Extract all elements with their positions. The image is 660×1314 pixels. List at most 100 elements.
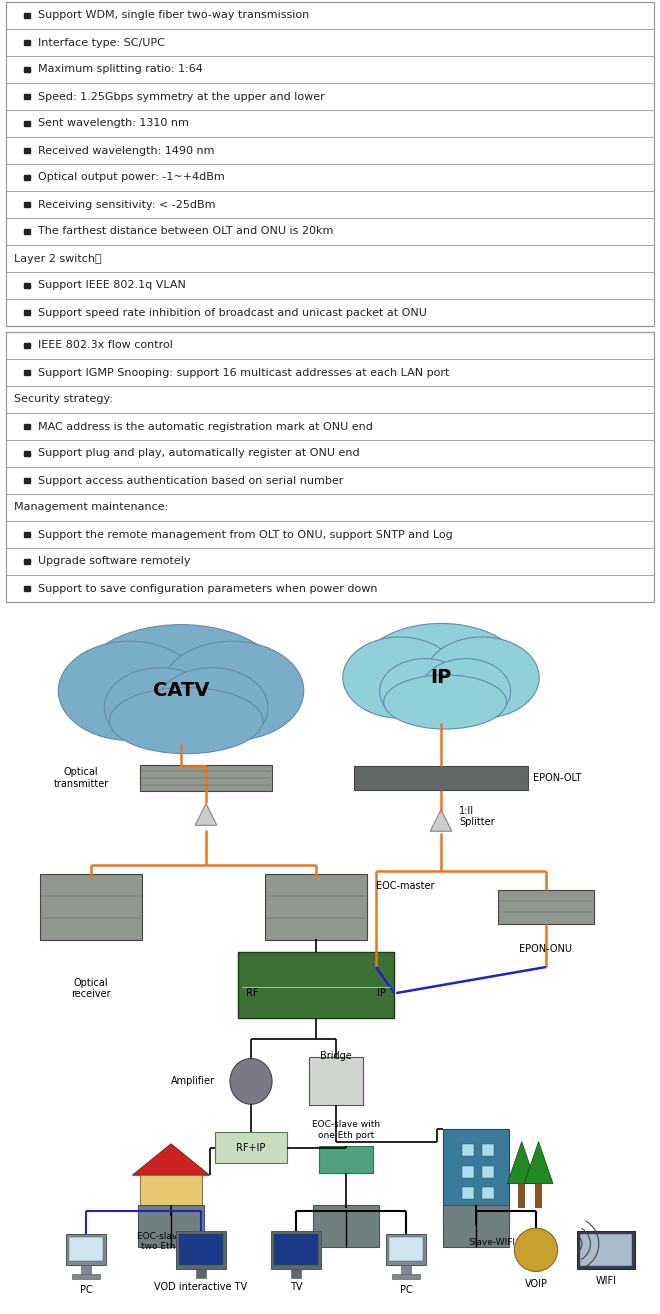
Text: Optical
transmitter: Optical transmitter xyxy=(53,767,109,788)
Bar xyxy=(461,1188,474,1200)
Bar xyxy=(140,765,272,791)
Bar xyxy=(24,369,30,376)
Bar xyxy=(215,1133,287,1163)
Ellipse shape xyxy=(379,658,470,724)
Bar xyxy=(24,175,30,180)
Ellipse shape xyxy=(420,658,511,724)
Bar xyxy=(577,1231,635,1269)
Text: CATV: CATV xyxy=(152,682,209,700)
Bar xyxy=(535,1184,542,1208)
Bar xyxy=(138,1205,204,1247)
Text: Support to save configuration parameters when power down: Support to save configuration parameters… xyxy=(38,583,378,594)
Bar xyxy=(580,1234,632,1267)
Polygon shape xyxy=(430,809,452,832)
Bar xyxy=(319,1146,373,1173)
Text: Support WDM, single fiber two-way transmission: Support WDM, single fiber two-way transm… xyxy=(38,11,310,21)
Bar xyxy=(291,1269,301,1277)
Bar xyxy=(81,1265,91,1273)
Bar xyxy=(482,1188,494,1200)
Bar xyxy=(443,1130,509,1226)
Text: Speed: 1.25Gbps symmetry at the upper and lower: Speed: 1.25Gbps symmetry at the upper an… xyxy=(38,92,325,101)
Text: Receiving sensitivity: < -25dBm: Receiving sensitivity: < -25dBm xyxy=(38,200,216,209)
Bar xyxy=(69,1238,104,1261)
Text: RF+IP: RF+IP xyxy=(236,1143,266,1152)
Text: Optical
receiver: Optical receiver xyxy=(71,978,111,1000)
Bar xyxy=(24,558,30,564)
Bar xyxy=(389,1238,424,1261)
Text: Optical output power: -1~+4dBm: Optical output power: -1~+4dBm xyxy=(38,172,225,183)
Bar xyxy=(24,586,30,591)
Bar xyxy=(24,283,30,288)
Bar xyxy=(40,874,142,940)
Bar xyxy=(391,1273,420,1279)
Bar xyxy=(482,1144,494,1156)
Bar xyxy=(179,1234,223,1265)
Polygon shape xyxy=(524,1142,553,1184)
Bar xyxy=(24,147,30,154)
Text: EPON-ONU: EPON-ONU xyxy=(519,943,572,954)
Bar xyxy=(24,423,30,430)
Text: Support speed rate inhibition of broadcast and unicast packet at ONU: Support speed rate inhibition of broadca… xyxy=(38,307,427,318)
Text: IEEE 802.3x flow control: IEEE 802.3x flow control xyxy=(38,340,173,351)
Ellipse shape xyxy=(110,687,263,754)
Bar xyxy=(6,3,654,326)
Bar xyxy=(24,121,30,126)
Text: IP: IP xyxy=(430,668,451,687)
Text: EOC-slave with
one Eth port: EOC-slave with one Eth port xyxy=(312,1121,380,1139)
Bar xyxy=(24,67,30,72)
Bar xyxy=(518,1184,525,1208)
Bar xyxy=(482,1166,494,1177)
Bar xyxy=(271,1231,321,1269)
Text: Amplifier: Amplifier xyxy=(171,1076,215,1087)
Bar xyxy=(238,951,394,1018)
Text: MAC address is the automatic registration mark at ONU end: MAC address is the automatic registratio… xyxy=(38,422,373,431)
Ellipse shape xyxy=(424,637,539,719)
Text: Support IEEE 802.1q VLAN: Support IEEE 802.1q VLAN xyxy=(38,280,186,290)
Bar xyxy=(24,229,30,234)
Polygon shape xyxy=(195,804,217,825)
Bar xyxy=(24,478,30,484)
Bar xyxy=(24,310,30,315)
Bar xyxy=(196,1269,206,1277)
Ellipse shape xyxy=(79,624,283,744)
Bar xyxy=(24,451,30,456)
Text: Support access authentication based on serial number: Support access authentication based on s… xyxy=(38,476,343,485)
Bar xyxy=(24,39,30,45)
Text: Layer 2 switch：: Layer 2 switch： xyxy=(14,254,102,264)
Text: Management maintenance:: Management maintenance: xyxy=(14,502,168,512)
Ellipse shape xyxy=(104,668,216,748)
Ellipse shape xyxy=(155,668,268,748)
Bar xyxy=(24,202,30,208)
Ellipse shape xyxy=(160,641,304,741)
Bar xyxy=(24,93,30,100)
Bar xyxy=(65,1234,106,1265)
Text: VOD interactive TV: VOD interactive TV xyxy=(154,1282,248,1293)
Text: Interface type: SC/UPC: Interface type: SC/UPC xyxy=(38,38,165,47)
Bar xyxy=(24,532,30,537)
Bar xyxy=(313,1205,379,1247)
Bar xyxy=(401,1265,411,1273)
Text: EOC-master: EOC-master xyxy=(376,882,434,891)
Text: Sent wavelength: 1310 nm: Sent wavelength: 1310 nm xyxy=(38,118,189,129)
Bar xyxy=(274,1234,318,1265)
Text: Maximum splitting ratio: 1:64: Maximum splitting ratio: 1:64 xyxy=(38,64,203,75)
Text: Slave-WIFI+VOIP: Slave-WIFI+VOIP xyxy=(469,1238,544,1247)
Bar xyxy=(385,1234,426,1265)
Bar xyxy=(24,343,30,348)
Bar xyxy=(71,1273,100,1279)
Ellipse shape xyxy=(383,675,506,729)
Text: PC: PC xyxy=(399,1285,412,1294)
Text: 1:II
Splitter: 1:II Splitter xyxy=(459,805,494,828)
Text: EOC-slave with
two Eth ports: EOC-slave with two Eth ports xyxy=(137,1231,205,1251)
Bar xyxy=(176,1231,226,1269)
Bar xyxy=(309,1058,363,1105)
Text: TV: TV xyxy=(290,1282,302,1293)
Text: Support IGMP Snooping: support 16 multicast addresses at each LAN port: Support IGMP Snooping: support 16 multic… xyxy=(38,368,449,377)
Bar xyxy=(265,874,367,940)
Text: VOIP: VOIP xyxy=(525,1279,548,1289)
Text: Received wavelength: 1490 nm: Received wavelength: 1490 nm xyxy=(38,146,214,155)
Bar xyxy=(354,766,528,790)
Ellipse shape xyxy=(230,1059,272,1104)
Ellipse shape xyxy=(343,637,457,719)
Circle shape xyxy=(514,1229,558,1272)
